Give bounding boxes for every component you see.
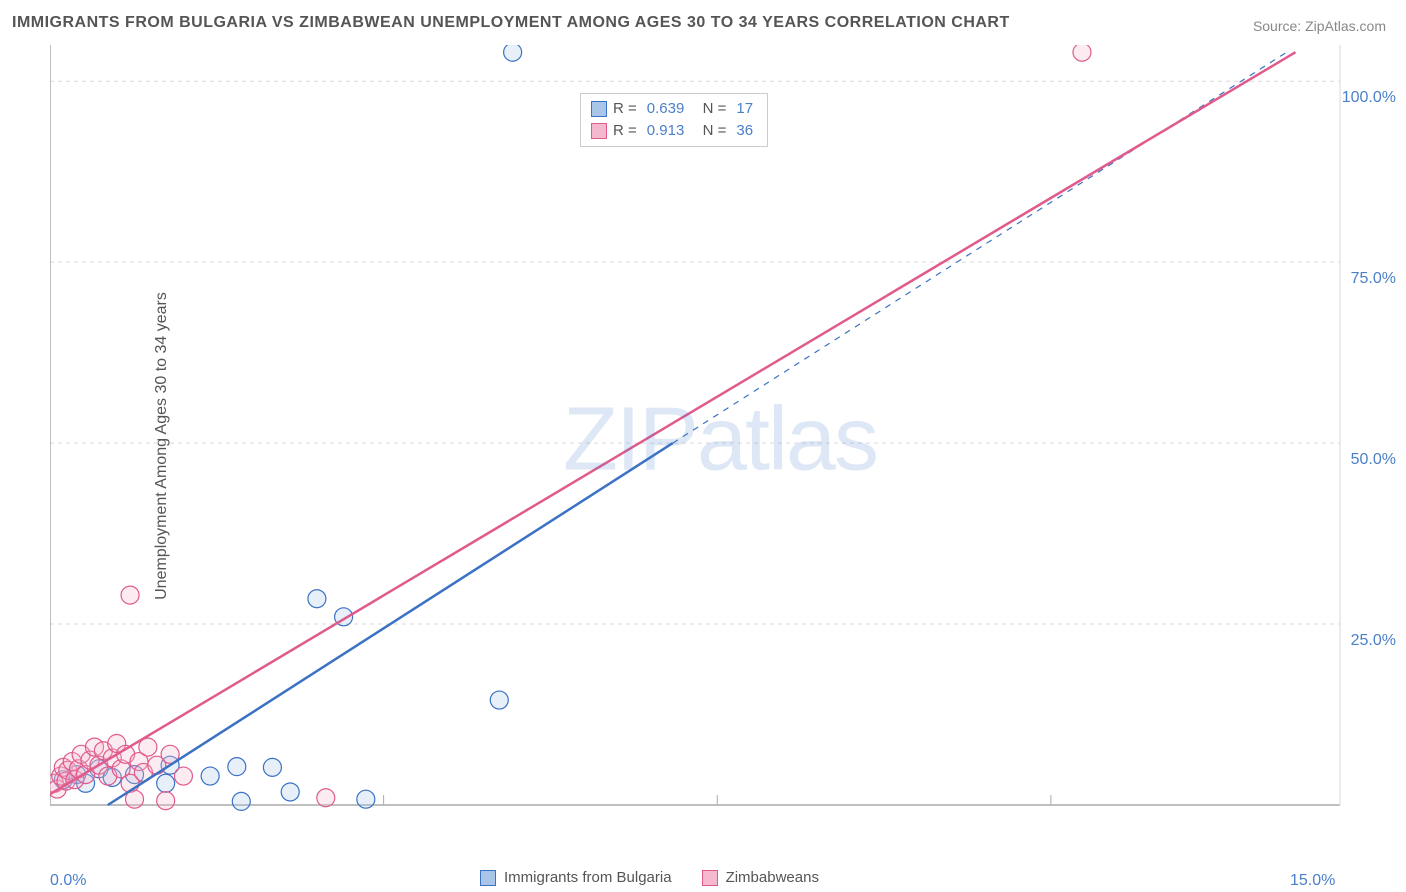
legend-series-item: Immigrants from Bulgaria — [480, 869, 672, 886]
legend-n-label: N = — [694, 98, 726, 120]
legend-series-item: Zimbabweans — [702, 869, 819, 886]
legend-series-label: Zimbabweans — [726, 869, 819, 886]
correlation-legend: R = 0.639 N = 17 R = 0.913 N = 36 — [580, 93, 768, 147]
legend-n-value: 36 — [736, 120, 753, 142]
legend-swatch — [480, 870, 496, 886]
legend-r-value: 0.913 — [647, 120, 685, 142]
x-tick-label: 15.0% — [1290, 872, 1335, 890]
source-attribution: Source: ZipAtlas.com — [1253, 18, 1386, 34]
legend-correlation-row: R = 0.913 N = 36 — [591, 120, 757, 142]
legend-series-label: Immigrants from Bulgaria — [504, 869, 672, 886]
y-tick-label: 25.0% — [1351, 632, 1396, 650]
legend-r-label: R = — [613, 120, 637, 142]
chart-svg — [50, 45, 1390, 835]
legend-swatch — [702, 870, 718, 886]
legend-r-value: 0.639 — [647, 98, 685, 120]
legend-swatch — [591, 101, 607, 117]
legend-correlation-row: R = 0.639 N = 17 — [591, 98, 757, 120]
y-tick-label: 50.0% — [1351, 451, 1396, 469]
scatter-plot: ZIPatlas R =0.639 N =17R =0.913 N =36 — [50, 45, 1390, 835]
series-legend: Immigrants from Bulgaria Zimbabweans — [480, 869, 819, 886]
legend-r-label: R = — [613, 98, 637, 120]
x-tick-label: 0.0% — [50, 872, 86, 890]
y-tick-label: 100.0% — [1342, 89, 1396, 107]
legend-swatch — [591, 123, 607, 139]
y-tick-label: 75.0% — [1351, 270, 1396, 288]
legend-n-value: 17 — [736, 98, 753, 120]
chart-title: IMMIGRANTS FROM BULGARIA VS ZIMBABWEAN U… — [12, 14, 1010, 32]
legend-n-label: N = — [694, 120, 726, 142]
